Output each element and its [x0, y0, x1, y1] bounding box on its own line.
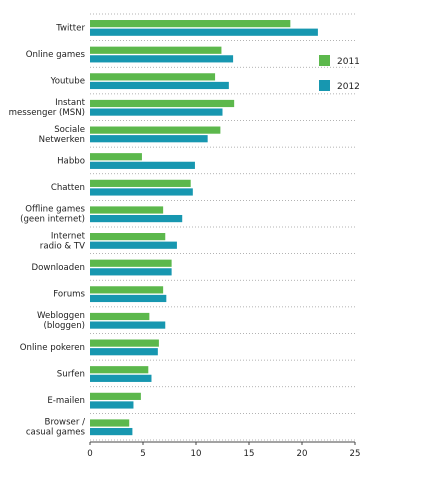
bar-2011-4	[90, 126, 221, 134]
category-label: (geen internet)	[20, 215, 85, 225]
x-tick-label: 10	[191, 449, 202, 459]
x-tick-label: 25	[350, 449, 361, 459]
bar-2011-5	[90, 153, 142, 161]
category-label: Youtube	[50, 77, 85, 87]
bar-2011-0	[90, 20, 291, 28]
bar-2012-1	[90, 55, 234, 63]
bar-2011-15	[90, 419, 130, 427]
bar-2011-7	[90, 206, 164, 214]
bar-2012-6	[90, 188, 193, 196]
bar-2011-2	[90, 73, 216, 81]
category-label: messenger (MSN)	[9, 108, 85, 118]
bar-2012-9	[90, 268, 172, 276]
bar-2011-11	[90, 312, 150, 321]
bar-2011-9	[90, 259, 172, 267]
category-label: Habbo	[57, 156, 85, 166]
bar-2011-3	[90, 99, 235, 108]
legend-label: 2012	[337, 82, 360, 92]
category-label: Internet	[51, 231, 86, 241]
category-label: casual games	[26, 428, 86, 438]
category-label: Twitter	[55, 23, 85, 33]
bar-2012-8	[90, 241, 177, 249]
bar-2012-15	[90, 427, 133, 436]
category-label: Forums	[53, 290, 85, 300]
legend-swatch-2011	[319, 55, 330, 66]
bar-2012-7	[90, 214, 183, 223]
bar-2012-2	[90, 81, 229, 90]
bar-2012-5	[90, 161, 195, 169]
bar-2012-0	[90, 28, 318, 36]
bar-2011-8	[90, 233, 166, 241]
category-label: E-mailen	[47, 396, 85, 406]
bar-2011-6	[90, 179, 191, 187]
category-label: Instant	[55, 98, 86, 108]
category-label: Chatten	[51, 183, 85, 193]
bar-2012-14	[90, 401, 134, 409]
legend-label: 2011	[337, 57, 360, 67]
x-tick-label: 0	[87, 449, 92, 459]
bar-2011-10	[90, 286, 164, 294]
bar-2012-4	[90, 135, 208, 143]
category-label: Netwerken	[39, 135, 85, 145]
category-label: (bloggen)	[44, 321, 85, 331]
bar-2011-14	[90, 392, 141, 400]
category-label: Webloggen	[37, 311, 85, 321]
bar-2012-12	[90, 348, 158, 356]
category-label: Downloaden	[32, 263, 85, 273]
bar-2011-12	[90, 339, 159, 347]
category-label: Sociale	[54, 125, 85, 135]
bar-2011-13	[90, 366, 149, 374]
x-tick-label: 5	[140, 449, 145, 459]
category-label: Browser /	[45, 418, 86, 428]
category-label: Online games	[26, 50, 86, 60]
category-label: radio & TV	[40, 241, 85, 251]
x-tick-label: 20	[297, 449, 308, 459]
x-tick-label: 15	[244, 449, 255, 459]
bar-2012-10	[90, 294, 167, 303]
bar-2011-1	[90, 46, 222, 54]
category-label: Surfen	[57, 369, 85, 379]
bar-2012-3	[90, 108, 223, 116]
category-label: Online pokeren	[20, 343, 85, 353]
legend-swatch-2012	[319, 80, 330, 91]
category-label: Offline games	[25, 205, 85, 215]
bar-2012-11	[90, 321, 166, 329]
bar-2012-13	[90, 374, 152, 382]
